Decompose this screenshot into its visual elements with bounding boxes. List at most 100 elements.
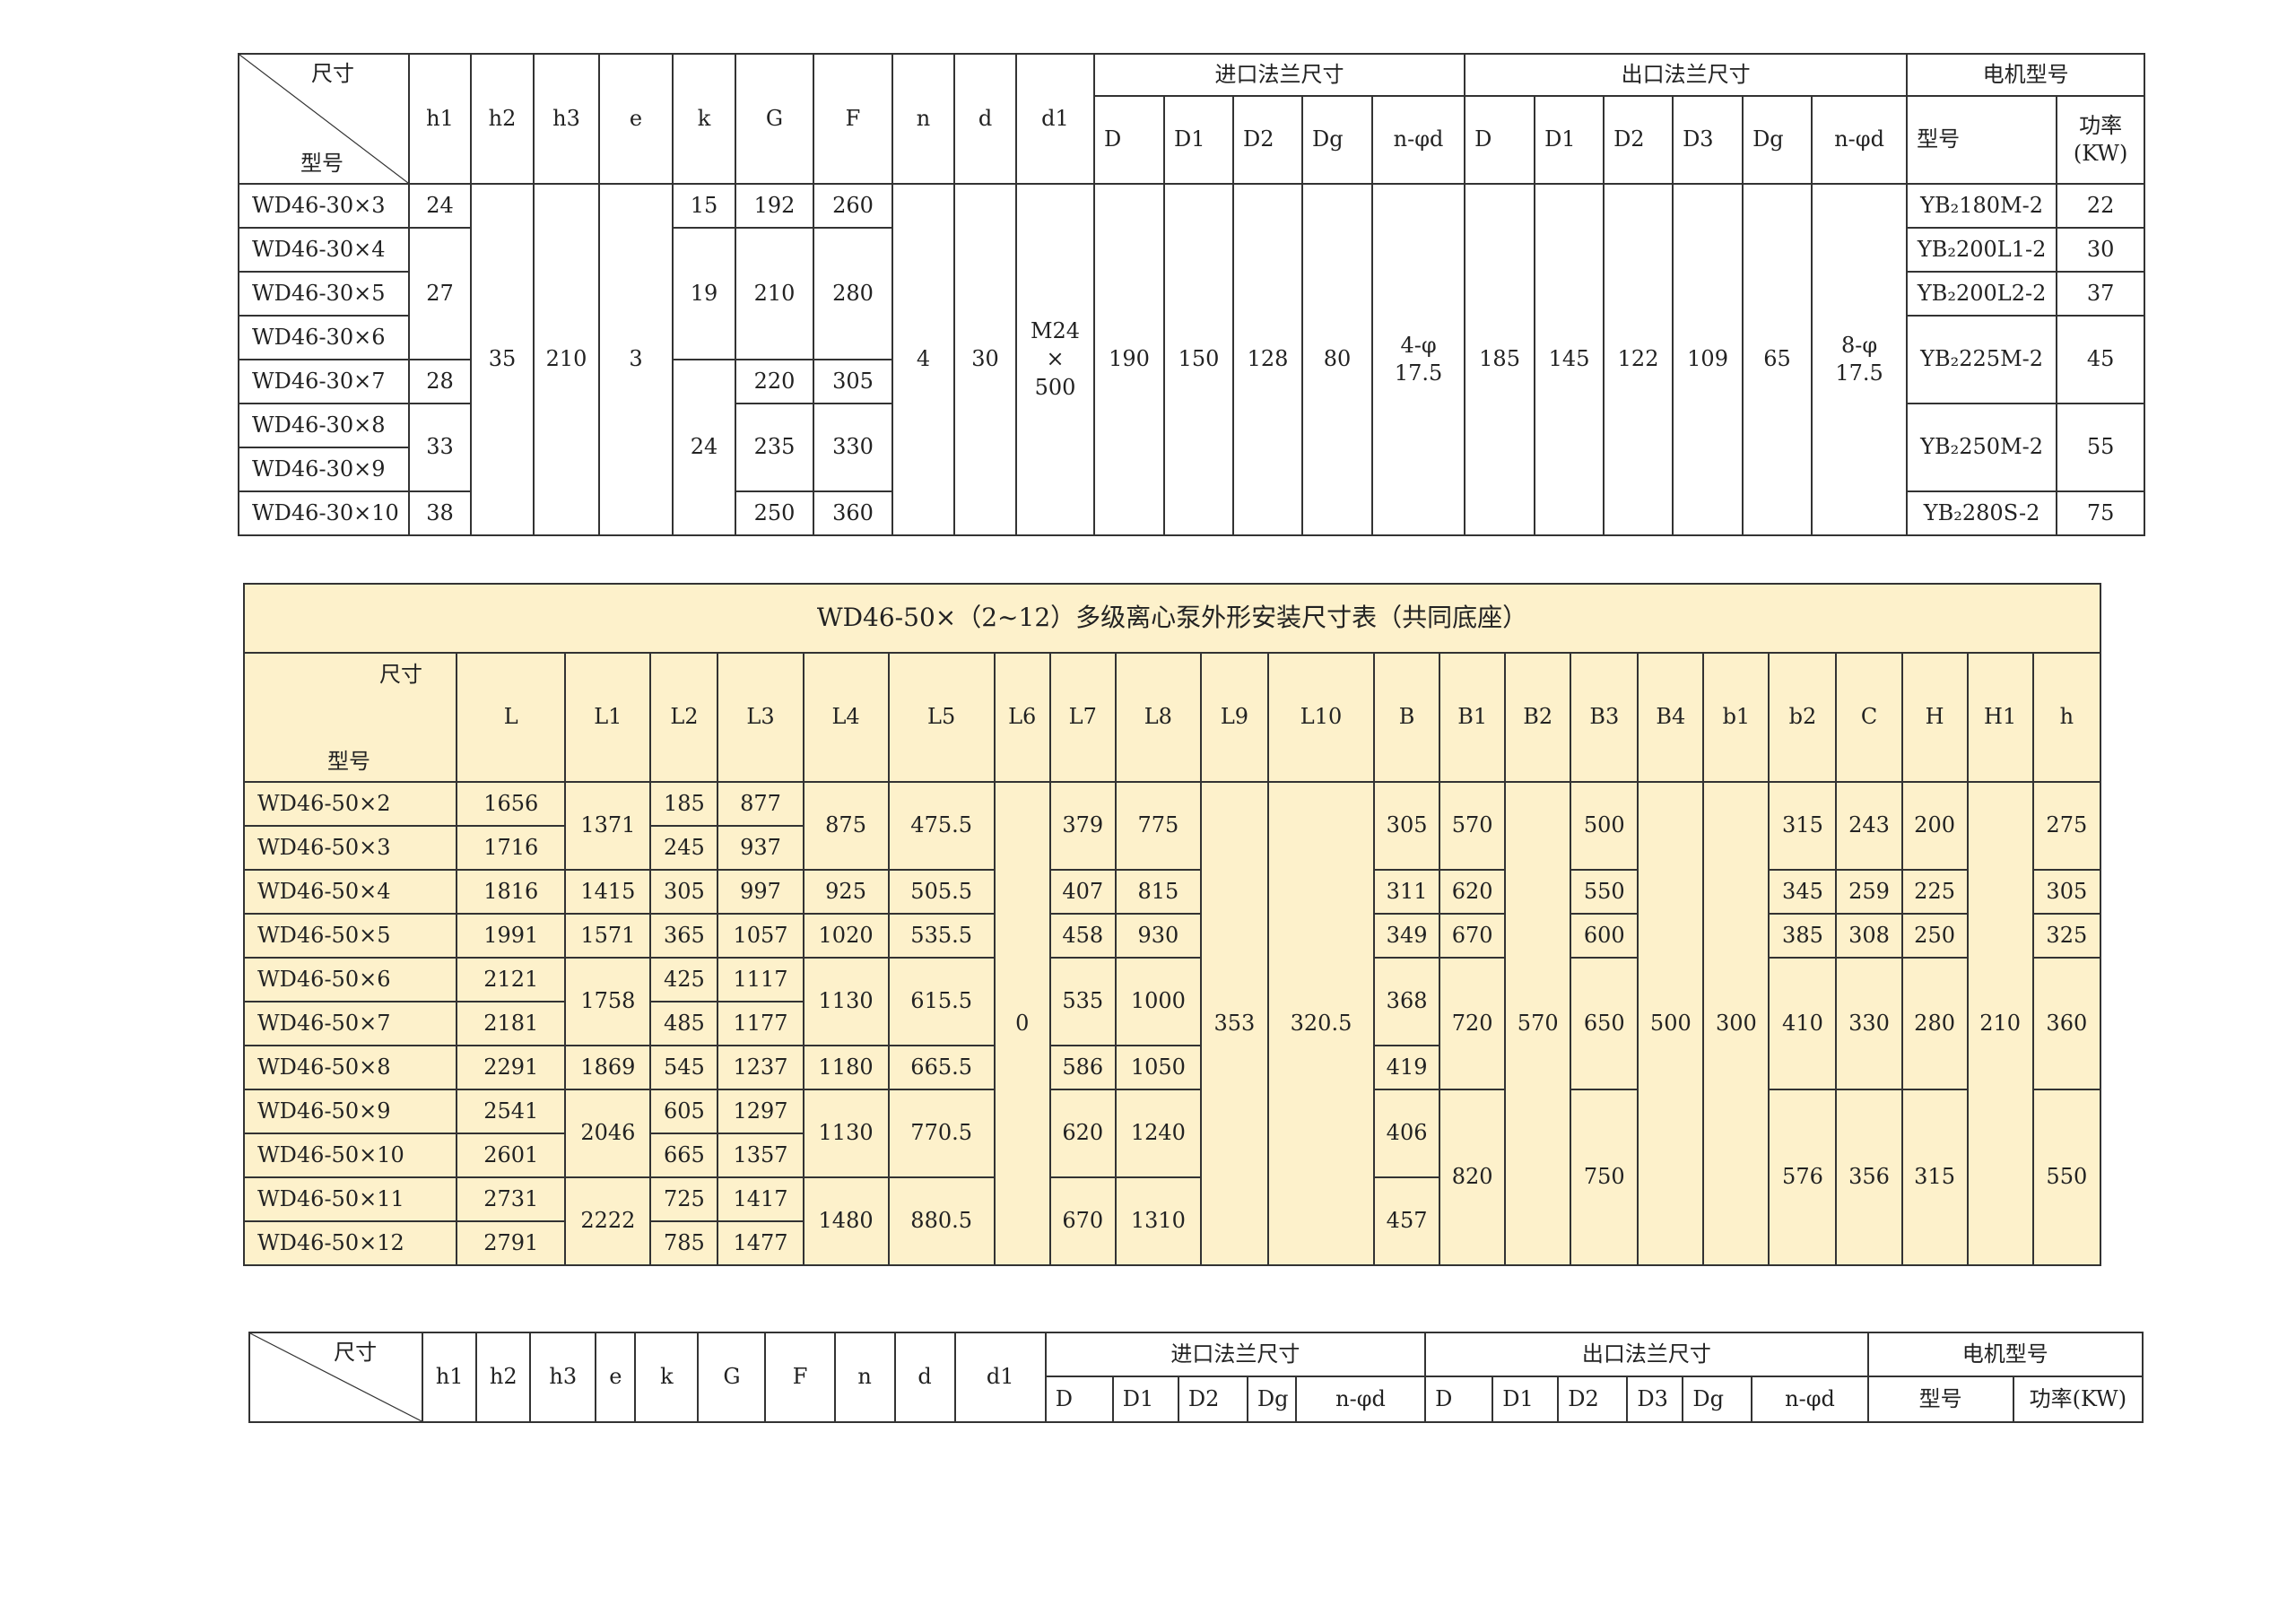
size-model-header: 尺寸 型号 <box>238 53 410 185</box>
model-cell: WD46-50×12 <box>242 1220 458 1266</box>
C-cell: 356 <box>1835 1089 1903 1266</box>
B3-cell: 600 <box>1570 913 1639 959</box>
wd46-30-dimension-table: 尺寸 型号 h1 h2 h3 e k G F n d d1 进口法兰尺寸 出口法… <box>238 53 2146 536</box>
table-row: WD46-50×2 1656 1371 185 877 875 475.5 0 … <box>242 781 2102 1266</box>
col-L5: L5 <box>887 652 996 783</box>
k-cell: 19 <box>672 227 736 360</box>
model-cell: WD46-50×11 <box>242 1176 458 1222</box>
power-label: 功率 <box>2079 112 2123 138</box>
outlet-col-D2: D2 <box>1603 95 1674 185</box>
table-row: WD46-30×7 28 24 220 305 <box>238 359 2144 536</box>
L3-cell: 937 <box>717 825 804 871</box>
table-row: WD46-30×6 YB₂225M-2 45 <box>238 315 2146 404</box>
e-cell: 3 <box>598 183 674 536</box>
size-label: 尺寸 <box>379 662 422 687</box>
B4-cell: 500 <box>1637 781 1705 1266</box>
B1-cell: 720 <box>1439 957 1507 1090</box>
motor-model-cell: YB₂280S-2 <box>1906 490 2058 536</box>
col-F: F <box>764 1332 836 1423</box>
G-cell: 210 <box>735 227 814 360</box>
inlet-col-nphid: n-φd <box>1294 1376 1427 1423</box>
L8-cell: 930 <box>1114 913 1202 959</box>
col-d: d <box>953 53 1017 185</box>
L2-cell: 785 <box>649 1220 719 1266</box>
outlet-col-D: D <box>1424 1376 1494 1423</box>
L-cell: 2731 <box>456 1176 567 1222</box>
B-cell: 305 <box>1373 781 1441 871</box>
col-e: e <box>595 1332 637 1423</box>
b2-cell: 576 <box>1768 1089 1838 1266</box>
L3-cell: 1057 <box>717 913 804 959</box>
b1-cell: 300 <box>1702 781 1770 1266</box>
L1-cell: 1571 <box>564 913 652 959</box>
table-row: WD46-30×8 33 235 330 YB₂250M-2 55 <box>238 403 2146 492</box>
table-row: WD46-50×11 2731 2222 725 1417 1480 880.5… <box>242 1176 2100 1266</box>
wd46-50-dimension-table: WD46-50×（2~12）多级离心泵外形安装尺寸表（共同底座） 尺寸 型号 L… <box>242 583 2102 1266</box>
inlet-col-D2: D2 <box>1177 1376 1248 1423</box>
B1-cell: 820 <box>1439 1089 1507 1266</box>
outlet-col-D3: D3 <box>1626 1376 1684 1423</box>
power-col: 功率(KW) <box>2012 1376 2144 1423</box>
h1-cell: 28 <box>408 359 472 404</box>
outlet-col-D2: D2 <box>1557 1376 1629 1423</box>
L3-cell: 1297 <box>717 1089 804 1134</box>
L5-cell: 665.5 <box>887 1045 996 1090</box>
outlet-col-Dg: Dg <box>1682 1376 1753 1423</box>
b2-cell: 315 <box>1768 781 1838 871</box>
table-row: WD46-50×6 2121 1758 425 1117 1130 615.5 … <box>242 957 2102 1090</box>
L9-cell: 353 <box>1199 781 1269 1266</box>
h-cell: 360 <box>2031 957 2102 1090</box>
table-row: WD46-50×8 2291 1869 545 1237 1180 665.5 … <box>242 1045 2100 1090</box>
col-B3: B3 <box>1570 652 1639 783</box>
col-H1: H1 <box>1966 652 2034 783</box>
B1-cell: 570 <box>1439 781 1507 871</box>
L1-cell: 1869 <box>564 1045 652 1090</box>
outlet-Dg-cell: 65 <box>1742 183 1813 536</box>
motor-model-cell: YB₂200L1-2 <box>1906 227 2058 273</box>
G-cell: 192 <box>735 183 814 229</box>
size-model-header: 尺寸 <box>248 1332 424 1423</box>
model-cell: WD46-50×6 <box>242 957 458 1002</box>
L5-cell: 505.5 <box>887 869 996 915</box>
L8-cell: 1310 <box>1114 1176 1202 1266</box>
col-C: C <box>1835 652 1903 783</box>
col-G: G <box>735 53 814 185</box>
model-cell: WD46-50×10 <box>242 1133 458 1178</box>
h-cell: 325 <box>2031 913 2102 959</box>
L8-cell: 1000 <box>1114 957 1202 1046</box>
outlet-flange-header: 出口法兰尺寸 <box>1464 53 1909 97</box>
L5-cell: 880.5 <box>887 1176 996 1266</box>
nphid-line: 4-φ <box>1400 332 1437 358</box>
table-row: WD46-30×5 YB₂200L2-2 37 <box>238 271 2146 317</box>
power-cell: 75 <box>2056 490 2146 536</box>
L3-cell: 997 <box>717 869 804 915</box>
inlet-flange-header: 进口法兰尺寸 <box>1044 1332 1427 1377</box>
C-cell: 330 <box>1835 957 1903 1090</box>
L7-cell: 407 <box>1048 869 1117 915</box>
inlet-D2-cell: 128 <box>1232 183 1303 536</box>
H-cell: 315 <box>1900 1089 1969 1266</box>
model-cell: WD46-30×10 <box>238 490 410 536</box>
col-n: n <box>833 1332 896 1423</box>
L3-cell: 877 <box>717 781 804 827</box>
B-cell: 368 <box>1373 957 1441 1046</box>
col-n: n <box>891 53 955 185</box>
model-cell: WD46-30×9 <box>238 447 410 492</box>
motor-header: 电机型号 <box>1906 53 2146 97</box>
power-unit: (KW) <box>2073 141 2128 166</box>
H-cell: 280 <box>1900 957 1969 1090</box>
F-cell: 360 <box>813 490 893 536</box>
L2-cell: 245 <box>649 825 719 871</box>
L8-cell: 1240 <box>1114 1089 1202 1178</box>
col-L1: L1 <box>564 652 652 783</box>
F-cell: 260 <box>813 183 893 229</box>
h1-cell: 24 <box>408 183 472 229</box>
col-B2: B2 <box>1504 652 1572 783</box>
col-h3: h3 <box>529 1332 597 1423</box>
B-cell: 419 <box>1373 1045 1441 1090</box>
motor-header: 电机型号 <box>1866 1332 2144 1377</box>
model-cell: WD46-50×9 <box>242 1089 458 1134</box>
B3-cell: 750 <box>1570 1089 1639 1266</box>
L4-cell: 1020 <box>802 913 890 959</box>
L4-cell: 1130 <box>802 957 890 1046</box>
